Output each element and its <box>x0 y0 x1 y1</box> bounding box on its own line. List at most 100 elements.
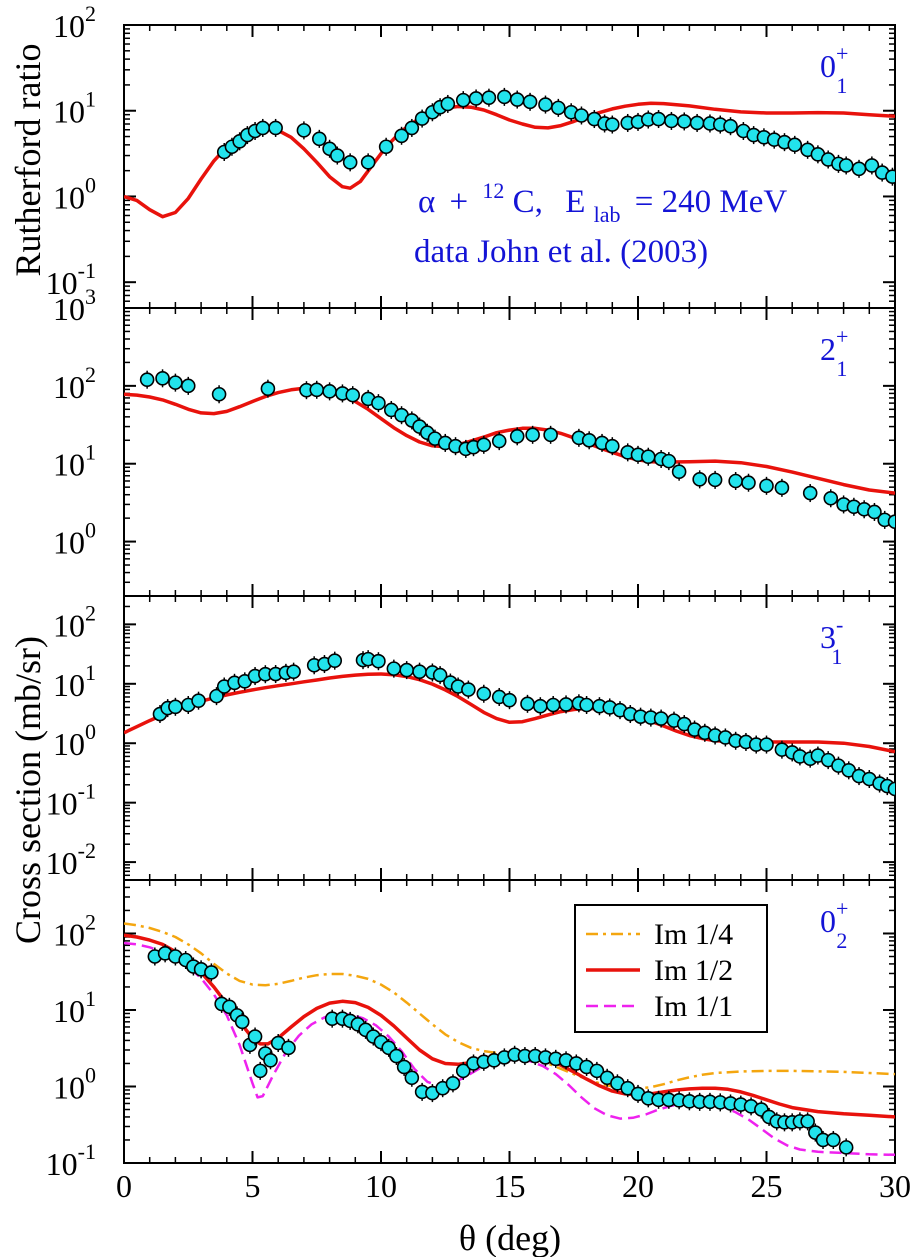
reaction-mass-number: 12 <box>482 178 504 203</box>
data-point <box>345 387 361 403</box>
data-point <box>707 472 723 488</box>
panel-1: 10-1 100 101 102 0+ 1 <box>46 1 896 309</box>
data-point <box>371 395 386 411</box>
x-axis-label: θ (deg) <box>459 1218 561 1257</box>
data-point <box>330 148 345 163</box>
y-tick-label: 10-1 <box>46 258 96 301</box>
series-curve-1 <box>124 386 895 495</box>
data-point <box>432 667 448 683</box>
data-point <box>533 698 548 714</box>
data-points <box>147 944 854 1157</box>
y-tick-label: 101 <box>53 986 96 1029</box>
data-point <box>445 1076 461 1091</box>
data-point <box>209 688 224 704</box>
data-point <box>286 664 301 679</box>
data-point <box>581 432 597 448</box>
data-point <box>396 1059 412 1075</box>
curves <box>124 386 895 495</box>
data-point <box>378 139 394 155</box>
data-point <box>574 108 589 123</box>
data-point <box>312 131 327 147</box>
data-point <box>455 92 471 108</box>
data-point <box>551 100 566 116</box>
reaction-annotation: α + 12 C, E lab = 240 MeV data John et a… <box>414 178 788 270</box>
data-point <box>525 427 540 443</box>
data-point <box>455 1063 471 1079</box>
data-point <box>296 123 312 138</box>
y-tick-label: 102 <box>53 362 96 405</box>
data-point <box>399 662 415 678</box>
reaction-plus: + <box>450 184 469 220</box>
data-point <box>787 137 803 153</box>
data-point <box>404 1070 420 1086</box>
panel-3: 10-2 10-1 100 101 102 3-1 <box>46 595 896 881</box>
data-point <box>461 682 476 697</box>
x-tick-label: 25 <box>751 1168 783 1204</box>
data-point <box>522 94 538 110</box>
data-point <box>309 382 325 398</box>
data-point <box>838 158 854 173</box>
data-point <box>741 475 756 491</box>
reaction-energy-symbol: E <box>565 184 585 220</box>
data-point <box>774 480 790 496</box>
data-point <box>851 161 867 177</box>
data-point <box>800 1114 815 1129</box>
data-point <box>404 120 420 136</box>
state-label: 2+ 1 <box>820 324 848 381</box>
y-tick-label: 10-1 <box>46 1139 96 1182</box>
data-point <box>168 699 183 715</box>
data-point <box>604 438 620 454</box>
y-tick-label: 10-2 <box>46 838 96 881</box>
reaction-energy-subscript: lab <box>594 202 621 227</box>
data-point <box>759 737 774 752</box>
data-point <box>342 155 358 170</box>
x-tick-label: 20 <box>622 1168 654 1204</box>
state-label: 0+ 1 <box>820 41 848 98</box>
data-point <box>414 111 430 126</box>
data-point <box>543 427 558 443</box>
data-point <box>247 1029 263 1044</box>
data-point <box>168 375 183 390</box>
data-point <box>234 1014 250 1030</box>
data-point <box>759 478 774 494</box>
reaction-energy-value: = 240 MeV <box>635 184 788 220</box>
panel-frame <box>123 307 896 597</box>
state-label: 0+ 2 <box>820 896 848 953</box>
data-points <box>139 369 895 531</box>
data-point <box>661 453 677 469</box>
data-point <box>191 693 206 708</box>
y-tick-label: 100 <box>53 518 96 561</box>
data-point <box>838 1140 854 1155</box>
data-source-text: data John et al. (2003) <box>414 234 708 270</box>
data-point <box>155 371 170 386</box>
data-point <box>371 653 386 669</box>
x-tick-label: 10 <box>365 1168 397 1204</box>
data-point <box>468 91 484 106</box>
data-point <box>476 437 492 453</box>
y-tick-label: 103 <box>53 284 96 327</box>
data-point <box>509 428 525 444</box>
data-point <box>360 155 376 170</box>
y-tick-label: 100 <box>53 719 96 762</box>
y-tick-label: 102 <box>53 909 96 952</box>
reaction-alpha: α <box>418 184 435 220</box>
y-tick-label: 100 <box>53 1062 96 1105</box>
legend: Im 1/4Im 1/2Im 1/1 <box>574 904 768 1033</box>
data-point <box>545 697 561 713</box>
y-tick-label: 102 <box>53 600 96 643</box>
data-point <box>728 473 743 489</box>
data-point <box>887 514 895 530</box>
data-point <box>412 664 427 679</box>
data-point <box>263 1052 278 1068</box>
data-point <box>887 781 895 797</box>
x-tick-label: 0 <box>116 1168 132 1204</box>
data-point <box>867 504 882 520</box>
state-label: 3-1 <box>820 612 843 669</box>
data-points <box>216 87 895 186</box>
data-point <box>671 464 687 479</box>
y-tick-label: 101 <box>53 660 96 703</box>
data-point <box>723 118 738 134</box>
data-point <box>692 472 707 487</box>
data-point <box>676 114 692 129</box>
